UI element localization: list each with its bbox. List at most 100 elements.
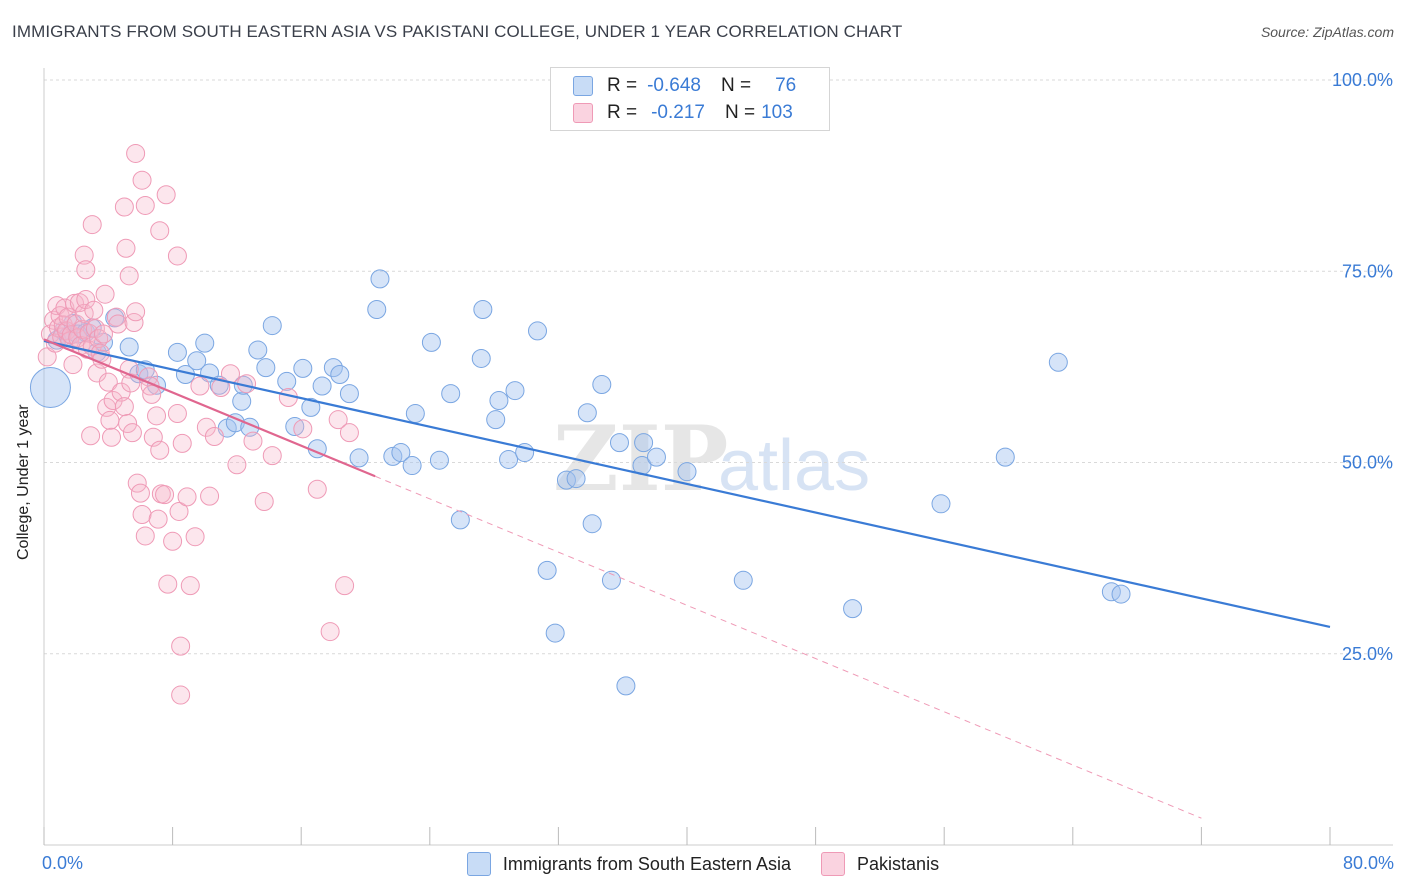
legend-item-blue[interactable]: Immigrants from South Eastern Asia <box>466 852 792 876</box>
data-point-blue <box>429 450 449 470</box>
data-point-pink <box>132 505 152 525</box>
data-point-pink <box>254 492 274 512</box>
data-point-pink <box>106 307 126 327</box>
data-point-pink <box>335 576 355 596</box>
legend-item-pink[interactable]: Pakistanis <box>821 852 939 876</box>
stats-row-pink: R = -0.217 N = 103 <box>573 100 793 126</box>
trend-line-pink-extension <box>374 475 1202 819</box>
data-point-blue <box>339 384 359 404</box>
data-point-pink <box>82 215 102 235</box>
data-point-pink <box>262 446 282 466</box>
data-point-pink <box>172 433 192 453</box>
data-point-pink <box>200 486 220 506</box>
data-point-blue <box>609 433 629 453</box>
data-point-pink <box>76 290 96 310</box>
n-label: N = <box>724 102 756 123</box>
data-point-blue <box>592 374 612 394</box>
data-point-blue <box>367 300 387 319</box>
data-point-pink <box>169 501 189 521</box>
legend-label: Immigrants from South Eastern Asia <box>502 853 792 874</box>
data-point-pink <box>130 483 150 503</box>
n-value: 103 <box>761 102 793 123</box>
data-point-pink <box>66 314 86 334</box>
data-point-blue <box>441 384 461 404</box>
data-point-blue <box>450 510 470 530</box>
data-point-blue <box>370 269 390 289</box>
data-point-pink <box>98 372 118 392</box>
data-point-blue <box>473 300 493 319</box>
watermark-zip: ZIP <box>553 406 728 512</box>
data-point-blue <box>577 403 597 423</box>
data-point-blue <box>285 417 305 437</box>
data-point-pink <box>171 685 191 705</box>
r-label: R = <box>607 102 638 123</box>
data-point-blue <box>537 560 557 580</box>
data-point-blue <box>119 337 139 357</box>
data-point-blue <box>1048 352 1068 372</box>
data-point-blue <box>499 449 519 469</box>
data-point-pink <box>95 284 115 304</box>
data-point-pink <box>156 185 176 205</box>
data-point-pink <box>167 404 187 424</box>
source-label: Source: ZipAtlas.com <box>1260 24 1394 40</box>
data-point-pink <box>119 266 139 286</box>
data-point-blue <box>1111 584 1131 604</box>
data-point-blue <box>312 376 332 396</box>
data-point-pink <box>328 410 348 430</box>
data-point-blue <box>232 391 252 411</box>
watermark-atlas: atlas <box>718 426 870 506</box>
pink-swatch-icon <box>821 852 846 876</box>
data-point-blue <box>931 494 951 514</box>
data-point-pink <box>121 373 141 393</box>
data-point-blue <box>646 447 666 467</box>
legend-label: Pakistanis <box>857 853 940 874</box>
data-point-pink <box>158 574 178 594</box>
r-value: -0.648 <box>647 75 701 96</box>
data-point-pink <box>204 426 224 446</box>
data-point-blue <box>248 340 268 360</box>
series-legend: Immigrants from South Eastern Asia Pakis… <box>0 852 1406 876</box>
data-point-blue <box>105 308 125 328</box>
data-point-blue <box>677 462 697 482</box>
y-tick-label: 50.0% <box>1342 453 1393 473</box>
data-point-pink <box>155 485 175 505</box>
data-point-blue <box>733 570 753 590</box>
data-point-pink <box>116 238 136 258</box>
n-value: 76 <box>775 75 797 96</box>
data-point-blue <box>843 599 863 619</box>
data-point-blue <box>582 514 602 534</box>
data-point-pink <box>177 487 197 507</box>
data-point-blue <box>566 469 586 489</box>
x-tick-label-min: 0.0% <box>42 853 84 873</box>
trend-line-pink <box>43 338 376 478</box>
data-point-blue <box>471 348 491 368</box>
data-point-blue <box>421 332 441 352</box>
data-point-pink <box>211 378 231 398</box>
data-point-blue <box>486 410 506 430</box>
data-point-pink <box>135 195 155 215</box>
data-point-blue <box>556 470 576 490</box>
stats-legend: R = -0.648 N = 76 R = -0.217 N = 103 <box>550 67 830 131</box>
data-point-pink <box>171 636 191 656</box>
data-point-pink <box>320 622 340 642</box>
data-point-blue <box>29 367 71 409</box>
data-point-pink <box>180 576 200 596</box>
data-point-blue <box>301 397 321 417</box>
data-point-blue <box>545 623 565 643</box>
y-tick-label: 100.0% <box>1332 70 1393 90</box>
data-point-pink <box>339 423 359 443</box>
data-point-blue <box>505 381 525 401</box>
r-value: -0.217 <box>651 102 705 123</box>
data-point-pink <box>84 300 104 320</box>
data-point-blue <box>262 316 282 336</box>
data-point-blue <box>489 391 509 411</box>
data-point-blue <box>187 351 207 371</box>
chart-title: IMMIGRANTS FROM SOUTH EASTERN ASIA VS PA… <box>12 22 903 41</box>
trend-line-blue <box>43 339 1331 629</box>
data-point-pink <box>126 302 146 322</box>
data-point-pink <box>132 170 152 190</box>
data-point-blue <box>256 358 276 378</box>
data-point-blue <box>601 570 621 590</box>
pink-swatch-icon <box>573 103 593 123</box>
data-point-pink <box>307 479 327 499</box>
